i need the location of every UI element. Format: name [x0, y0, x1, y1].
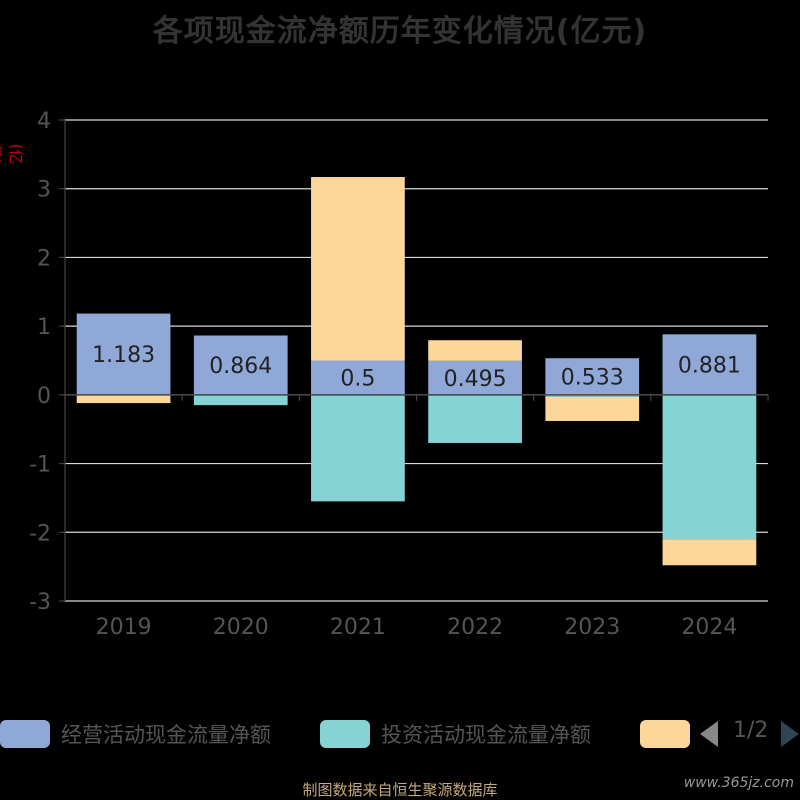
legend-swatch-investing — [320, 720, 370, 748]
y-tick-label: 1 — [37, 315, 51, 340]
data-label-2019: 1.183 — [92, 343, 155, 368]
y-axis-label: (亿元) — [0, 143, 25, 165]
legend-item-operating[interactable]: 经营活动现金流量净额 — [0, 716, 271, 752]
data-label-2022: 0.495 — [444, 367, 507, 392]
legend-swatch-operating — [0, 720, 50, 748]
y-tick-label: 0 — [37, 384, 51, 409]
legend-prev-arrow-icon[interactable] — [700, 721, 718, 747]
x-tick-label-2019: 2019 — [96, 615, 152, 640]
data-label-2023: 0.533 — [561, 366, 624, 391]
legend: 经营活动现金流量净额 投资活动现金流量净额 1/2 — [0, 716, 800, 752]
legend-next-arrow-icon[interactable] — [781, 721, 799, 747]
x-tick-label-2024: 2024 — [681, 615, 737, 640]
data-label-2024: 0.881 — [678, 354, 741, 379]
x-tick-label-2022: 2022 — [447, 615, 503, 640]
source-note: 制图数据来自恒生聚源数据库 — [302, 781, 498, 799]
bar-2024-series-2 — [662, 539, 757, 566]
bar-2021-series-2 — [311, 177, 405, 361]
bar-2022-series-0 — [428, 360, 522, 395]
legend-swatch-financing — [640, 720, 690, 748]
legend-item-financing[interactable] — [640, 716, 690, 752]
y-tick-label: -2 — [29, 521, 51, 546]
bar-2024-series-0 — [662, 334, 757, 395]
bar-2022-series-2 — [428, 340, 522, 361]
legend-item-investing[interactable]: 投资活动现金流量净额 — [320, 716, 591, 752]
bar-2020-series-0 — [193, 335, 288, 395]
bar-2020-series-1 — [193, 394, 288, 406]
chart-title: 各项现金流净额历年变化情况(亿元) — [152, 14, 648, 49]
watermark: www.365jz.com — [683, 775, 794, 791]
x-tick-label-2023: 2023 — [564, 615, 620, 640]
bar-2023-series-0 — [545, 358, 640, 395]
y-tick-label: -1 — [29, 453, 51, 478]
bar-2023-series-2 — [545, 396, 640, 421]
bar-2024-series-1 — [662, 394, 757, 540]
legend-page-indicator: 1/2 — [733, 718, 769, 743]
x-tick-label-2021: 2021 — [330, 615, 386, 640]
legend-label-operating: 经营活动现金流量净额 — [61, 723, 271, 747]
x-tick-label-2020: 2020 — [213, 615, 269, 640]
bar-2023-series-1 — [545, 394, 640, 397]
data-label-2020: 0.864 — [209, 354, 272, 379]
y-tick-label: 4 — [37, 109, 51, 134]
legend-label-investing: 投资活动现金流量净额 — [381, 723, 591, 747]
bar-2022-series-1 — [428, 394, 522, 443]
y-tick-label: 2 — [37, 246, 51, 271]
bar-2021-series-0 — [311, 360, 405, 395]
bar-2019-series-0 — [76, 313, 171, 395]
y-tick-label: 3 — [37, 178, 51, 203]
bar-2019-series-2 — [76, 394, 171, 404]
data-label-2021: 0.5 — [340, 367, 375, 392]
y-tick-label: -3 — [29, 590, 51, 615]
bar-2021-series-1 — [311, 394, 405, 502]
